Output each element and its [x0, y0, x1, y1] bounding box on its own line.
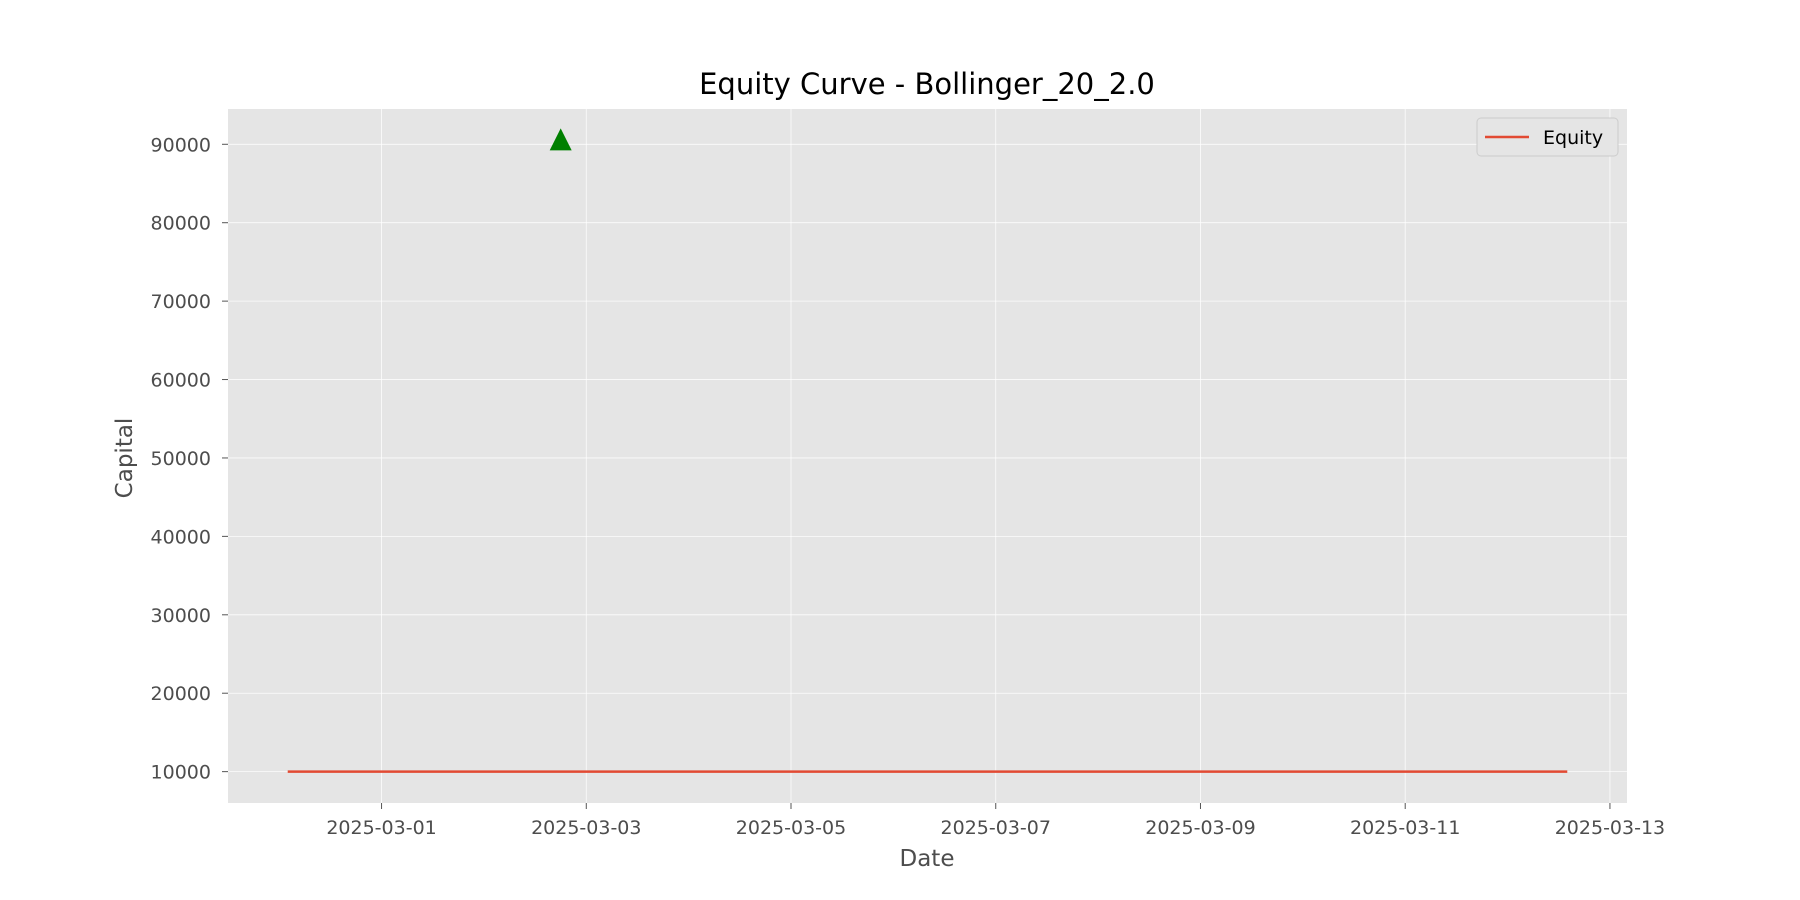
plot-area [228, 109, 1627, 803]
y-tick-label: 50000 [151, 448, 211, 470]
triangle-up-marker [549, 128, 572, 151]
y-tick-label: 30000 [151, 605, 211, 627]
legend-label-equity: Equity [1543, 127, 1603, 149]
legend: Equity [1476, 117, 1619, 157]
legend-box [1476, 117, 1619, 157]
y-tick-label: 70000 [151, 291, 211, 313]
x-tick-label: 2025-03-01 [326, 817, 436, 839]
y-tick-label: 20000 [151, 683, 211, 705]
y-tick-label: 40000 [151, 526, 211, 548]
x-axis-label: Date [900, 846, 955, 872]
y-tick-label: 80000 [151, 213, 211, 235]
y-axis-label: Capital [112, 418, 138, 499]
x-tick-label: 2025-03-13 [1555, 817, 1665, 839]
x-tick-label: 2025-03-05 [736, 817, 846, 839]
y-axis-ticks: 10000 20000 30000 40000 50000 60000 70000 80000… [151, 134, 228, 784]
x-tick-label: 2025-03-09 [1145, 817, 1255, 839]
grid-lines [228, 109, 1627, 803]
x-tick-label: 2025-03-11 [1350, 817, 1460, 839]
chart-title: Equity Curve - Bollinger_20_2.0 [699, 67, 1155, 101]
y-tick-label: 90000 [151, 134, 211, 156]
marker-layer [549, 128, 572, 151]
y-tick-label: 10000 [151, 762, 211, 784]
x-axis-ticks: 2025-03-01 2025-03-03 2025-03-05 2025-03-07… [326, 803, 1665, 839]
y-tick-label: 60000 [151, 370, 211, 392]
x-tick-label: 2025-03-07 [941, 817, 1051, 839]
x-tick-label: 2025-03-03 [531, 817, 641, 839]
